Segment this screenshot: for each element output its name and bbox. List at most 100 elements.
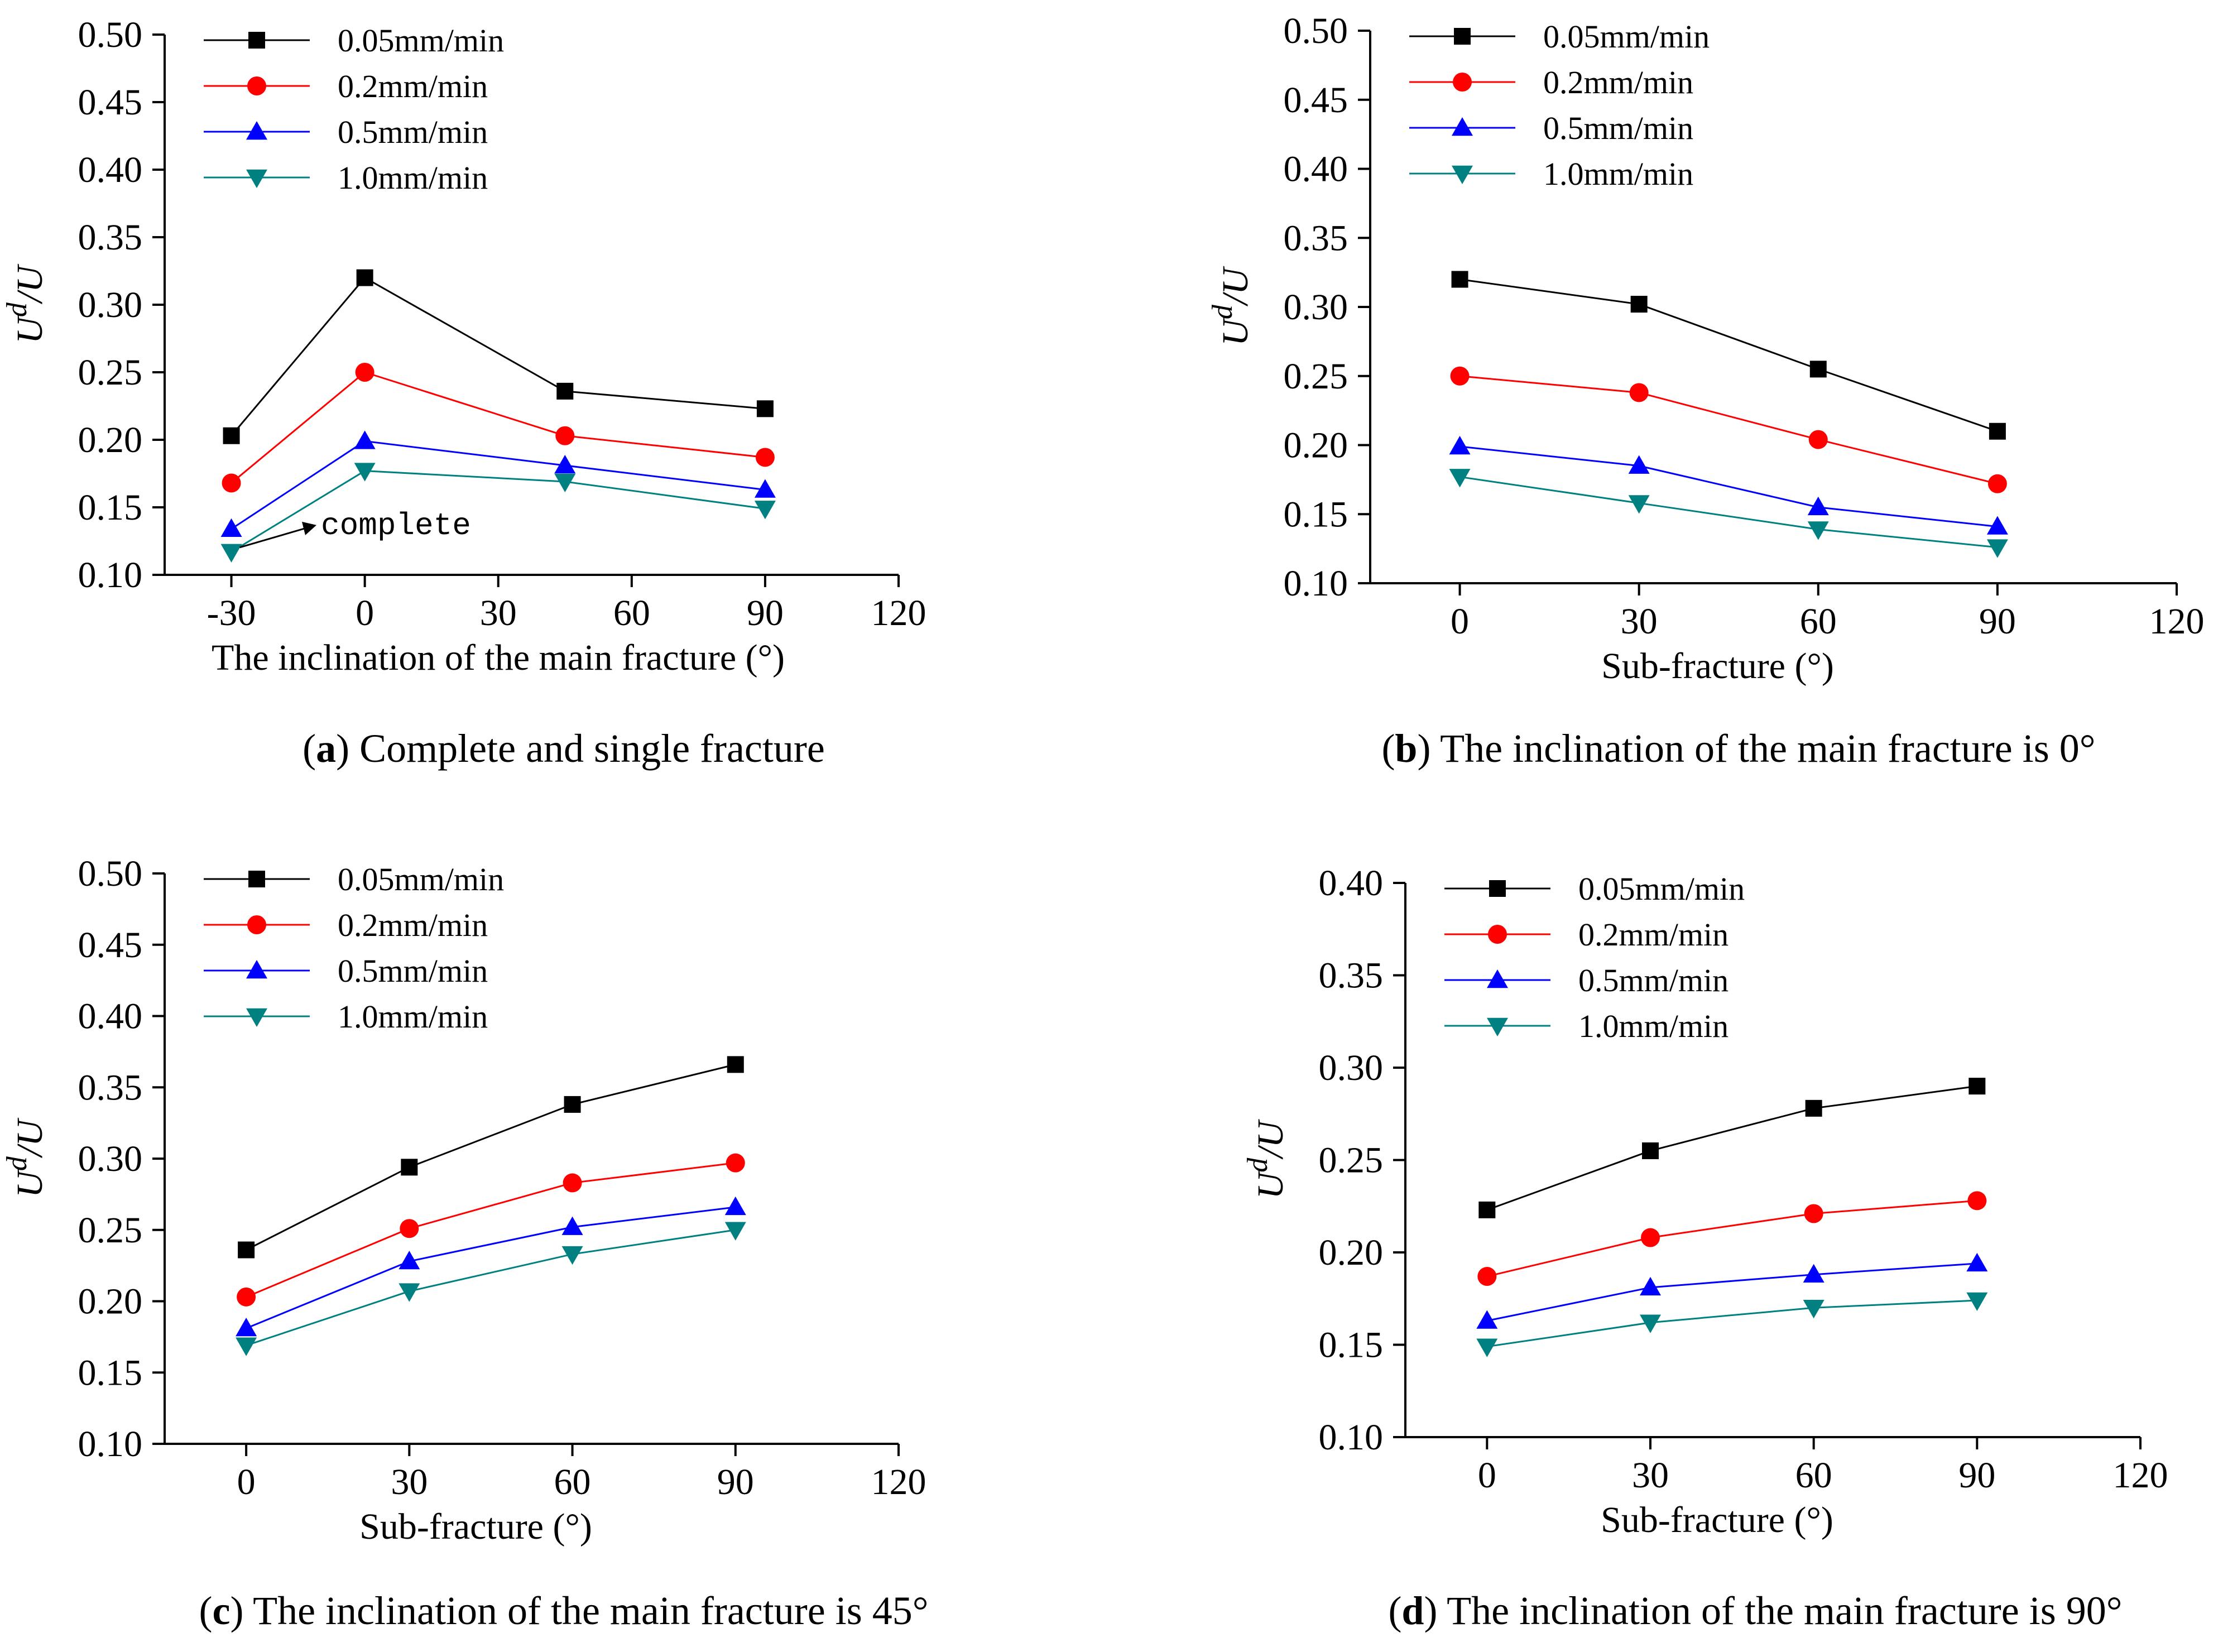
series-line (231, 371, 766, 484)
series-line (246, 1063, 736, 1251)
y-tick-label: 0.50 (78, 853, 143, 894)
legend-marker (246, 960, 267, 979)
data-point (1989, 422, 2006, 440)
legend-label: 0.5mm/min (338, 114, 488, 150)
data-point (1987, 474, 2007, 493)
y-tick-label: 0.30 (78, 285, 143, 325)
series-line (1459, 278, 1998, 433)
y-tick-label: 0.25 (78, 1210, 143, 1251)
y-tick-label: 0.45 (78, 925, 143, 966)
y-axis-title: Ud/U (1242, 1118, 1291, 1199)
y-tick-label: 0.15 (1319, 1325, 1384, 1366)
legend-label: 0.05mm/min (1543, 18, 1710, 55)
data-point (1641, 1228, 1660, 1247)
legend-marker (246, 121, 267, 140)
data-point (1628, 455, 1650, 474)
series-line (1459, 445, 1998, 528)
data-point (1449, 469, 1471, 488)
x-tick-label: 90 (717, 1462, 754, 1502)
y-axis-title: Ud/U (1, 263, 51, 344)
data-point (561, 1246, 583, 1265)
x-tick-label: 60 (1795, 1455, 1832, 1496)
x-tick-label: 60 (613, 593, 650, 633)
series-line (246, 1229, 736, 1347)
legend-marker (1488, 925, 1507, 944)
data-point (238, 1241, 255, 1259)
x-axis-title: The inclination of the main fracture (°) (212, 637, 785, 678)
series-line (1459, 476, 1998, 549)
annotation-arrow (239, 526, 309, 549)
data-point (1451, 271, 1468, 288)
legend-label: 0.05mm/min (338, 861, 504, 897)
y-tick-label: 0.20 (78, 1281, 143, 1322)
legend-marker (246, 169, 267, 188)
y-tick-label: 0.20 (1284, 425, 1348, 466)
legend-marker (1452, 117, 1473, 136)
legend-marker (247, 76, 266, 95)
data-point (563, 1173, 582, 1193)
legend-label: 0.5mm/min (338, 953, 488, 989)
x-tick-label: 30 (1632, 1455, 1669, 1496)
y-tick-label: 0.10 (78, 1424, 143, 1464)
data-point (237, 1287, 256, 1307)
series-line (231, 470, 766, 553)
data-point (1640, 1276, 1661, 1296)
series-line (1487, 1262, 1977, 1322)
data-point (1966, 1292, 1988, 1312)
x-tick-label: 0 (1478, 1455, 1496, 1496)
y-tick-label: 0.25 (1319, 1140, 1384, 1181)
data-point (355, 363, 374, 382)
legend-marker (248, 871, 265, 887)
y-tick-label: 0.40 (78, 150, 143, 190)
series-line (231, 276, 766, 436)
legend-marker (1454, 28, 1471, 45)
data-point (1803, 1300, 1825, 1319)
chart-caption: (d) The inclination of the main fracture… (1388, 1588, 2122, 1633)
data-point (236, 1318, 257, 1337)
x-axis-title: Sub-fracture (°) (1601, 646, 1834, 686)
data-point (1640, 1314, 1661, 1333)
series-line (1486, 1085, 1977, 1211)
y-axis-title: Ud/U (1207, 266, 1256, 346)
data-point (1476, 1310, 1498, 1329)
data-point (724, 1222, 746, 1241)
legend-marker (1487, 969, 1508, 988)
data-point (754, 479, 776, 498)
x-tick-label: 120 (2149, 601, 2205, 642)
data-point (398, 1283, 420, 1302)
y-tick-label: 0.35 (78, 1067, 143, 1108)
legend-marker (1489, 880, 1506, 897)
x-tick-label: 0 (1451, 601, 1469, 642)
data-point (1809, 361, 1827, 378)
y-axis-title: Ud/U (1, 1117, 51, 1198)
data-point (356, 269, 373, 286)
legend-label: 0.05mm/min (338, 22, 504, 59)
data-point (236, 1337, 257, 1356)
legend-label: 1.0mm/min (1578, 1008, 1729, 1044)
data-point (555, 426, 575, 445)
y-tick-label: 0.30 (78, 1139, 143, 1179)
series-line (246, 1206, 736, 1329)
data-point (1628, 495, 1650, 514)
data-point (564, 1096, 581, 1113)
data-point (1986, 516, 2008, 535)
y-tick-label: 0.45 (1284, 80, 1348, 121)
data-point (1642, 1142, 1659, 1159)
legend-label: 0.05mm/min (1578, 871, 1745, 907)
chart-panel-c: 0.10 0.15 0.20 0.25 0.30 0.35 0.40 0.45 0.50 0 30 6… (1, 853, 929, 1633)
data-point (756, 400, 774, 417)
legend-label: 1.0mm/min (338, 998, 488, 1035)
data-point (1966, 1252, 1988, 1272)
y-tick-label: 0.45 (78, 82, 143, 123)
legend-label: 0.5mm/min (1543, 110, 1693, 146)
y-tick-label: 0.30 (1284, 287, 1348, 328)
chart-caption: (a) Complete and single fracture (303, 726, 825, 771)
data-point (354, 430, 376, 449)
data-point (727, 1056, 744, 1073)
y-tick-label: 0.40 (78, 996, 143, 1037)
data-point (354, 463, 376, 482)
y-tick-label: 0.15 (78, 1352, 143, 1393)
data-point (1968, 1078, 1986, 1095)
annotation-text: complete (321, 508, 471, 544)
